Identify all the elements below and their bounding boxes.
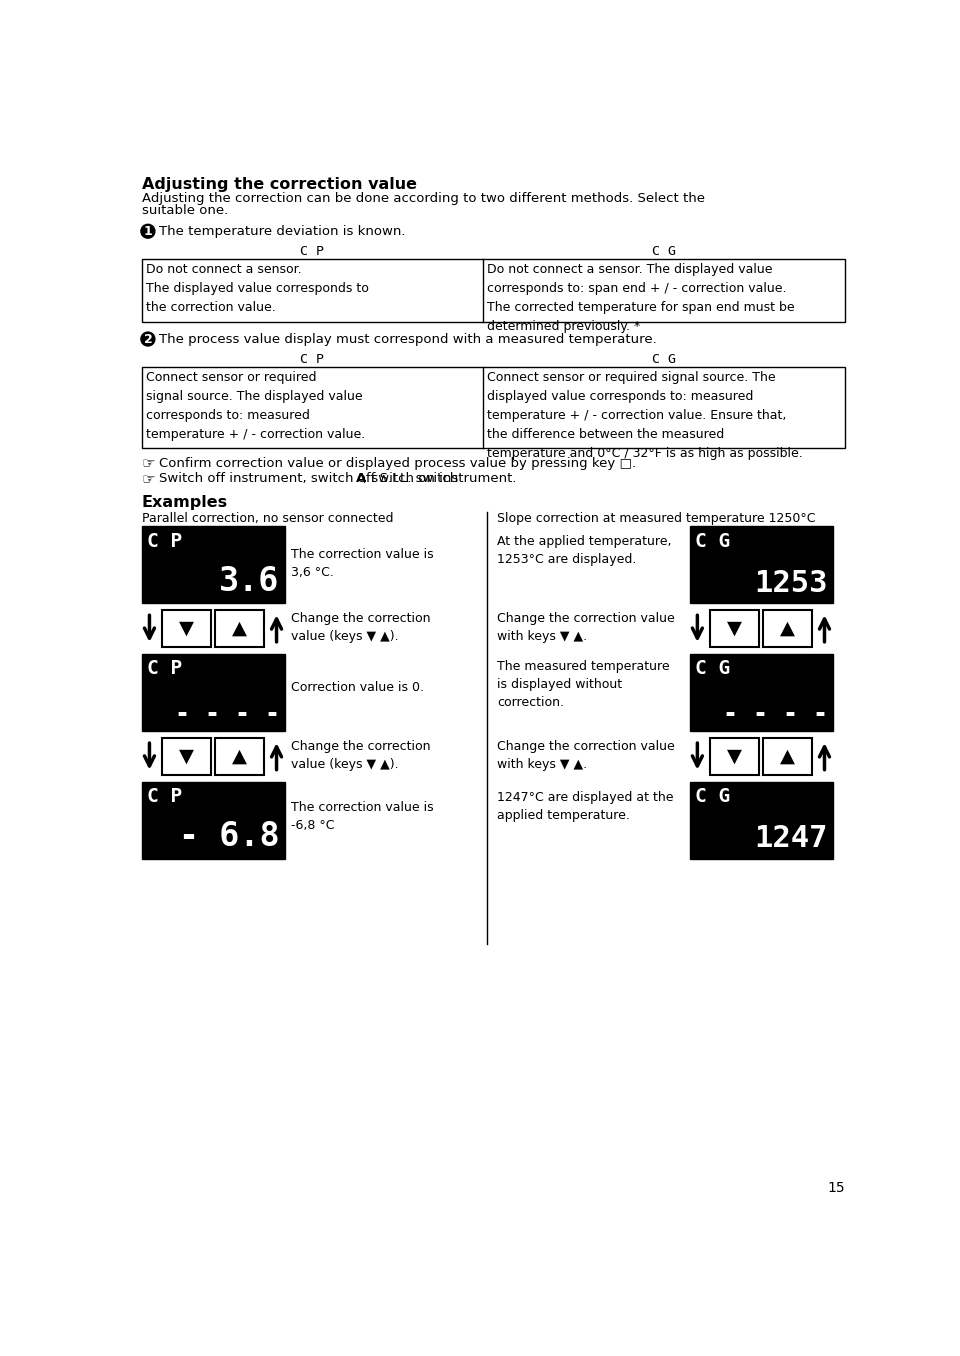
Bar xyxy=(215,610,264,647)
Text: Confirm correction value or displayed process value by pressing key □.: Confirm correction value or displayed pr… xyxy=(158,457,636,471)
Text: The temperature deviation is known.: The temperature deviation is known. xyxy=(158,225,405,239)
Text: The measured temperature
is displayed without
correction.: The measured temperature is displayed wi… xyxy=(497,660,670,709)
Text: Do not connect a sensor. The displayed value
corresponds to: span end + / - corr: Do not connect a sensor. The displayed v… xyxy=(488,263,795,332)
Bar xyxy=(709,610,758,647)
Text: 1247°C are displayed at the
applied temperature.: 1247°C are displayed at the applied temp… xyxy=(497,791,674,822)
Text: Adjusting the correction can be done according to two different methods. Select : Adjusting the correction can be done acc… xyxy=(142,193,705,205)
Bar xyxy=(142,366,845,447)
Text: Change the correction value
with keys ▼ ▲.: Change the correction value with keys ▼ … xyxy=(497,740,675,772)
Bar xyxy=(142,526,285,603)
Bar xyxy=(763,738,812,774)
Text: C P: C P xyxy=(147,659,182,678)
Text: C G: C G xyxy=(652,245,676,258)
Circle shape xyxy=(141,332,155,346)
Bar xyxy=(162,610,210,647)
Text: C P: C P xyxy=(147,788,182,807)
Text: 2: 2 xyxy=(144,332,153,346)
Text: Parallel correction, no sensor connected: Parallel correction, no sensor connected xyxy=(142,513,394,525)
Text: ☞: ☞ xyxy=(142,457,156,472)
Bar xyxy=(689,526,833,603)
Text: 1253: 1253 xyxy=(754,568,828,598)
Text: Connect sensor or required
signal source. The displayed value
corresponds to: me: Connect sensor or required signal source… xyxy=(146,370,365,441)
Text: 15: 15 xyxy=(827,1181,845,1195)
Text: ☞: ☞ xyxy=(142,472,156,487)
Text: Correction value is 0.: Correction value is 0. xyxy=(291,681,424,694)
Text: The correction value is
-6,8 °C: The correction value is -6,8 °C xyxy=(291,801,434,833)
Text: ▲: ▲ xyxy=(232,747,248,766)
Text: Change the correction
value (keys ▼ ▲).: Change the correction value (keys ▼ ▲). xyxy=(291,613,431,643)
Text: ▼: ▼ xyxy=(179,747,194,766)
Text: Change the correction value
with keys ▼ ▲.: Change the correction value with keys ▼ … xyxy=(497,613,675,643)
Text: ▲: ▲ xyxy=(780,620,795,639)
Bar xyxy=(689,782,833,858)
Text: Switch off instrument, switch off S.I.L. switch: Switch off instrument, switch off S.I.L.… xyxy=(158,472,463,485)
Bar xyxy=(142,654,285,731)
Text: - - - -: - - - - xyxy=(175,701,279,725)
Text: Examples: Examples xyxy=(142,495,228,510)
Bar xyxy=(162,738,210,774)
Text: , switch on instrument.: , switch on instrument. xyxy=(363,472,516,485)
Text: - - - -: - - - - xyxy=(723,701,828,725)
Bar xyxy=(763,610,812,647)
Text: 3.6: 3.6 xyxy=(219,564,279,598)
Text: C P: C P xyxy=(300,245,324,258)
Text: ▲: ▲ xyxy=(780,747,795,766)
Text: 1247: 1247 xyxy=(754,824,828,853)
Text: Slope correction at measured temperature 1250°C: Slope correction at measured temperature… xyxy=(497,513,816,525)
Text: Connect sensor or required signal source. The
displayed value corresponds to: me: Connect sensor or required signal source… xyxy=(488,370,804,460)
Text: ▲: ▲ xyxy=(232,620,248,639)
Text: The process value display must correspond with a measured temperature.: The process value display must correspon… xyxy=(158,332,657,346)
Bar xyxy=(215,738,264,774)
Text: Do not connect a sensor.
The displayed value corresponds to
the correction value: Do not connect a sensor. The displayed v… xyxy=(146,263,369,313)
Text: The correction value is
3,6 °C.: The correction value is 3,6 °C. xyxy=(291,548,434,579)
Text: suitable one.: suitable one. xyxy=(142,203,228,217)
Text: C P: C P xyxy=(147,532,182,551)
Bar xyxy=(142,259,845,323)
Text: - 6.8: - 6.8 xyxy=(179,820,279,853)
Text: Adjusting the correction value: Adjusting the correction value xyxy=(142,176,417,191)
Text: C G: C G xyxy=(652,353,676,366)
Text: A: A xyxy=(356,472,366,485)
Text: 1: 1 xyxy=(144,225,153,237)
Circle shape xyxy=(141,224,155,239)
Text: C G: C G xyxy=(695,532,731,551)
Text: At the applied temperature,
1253°C are displayed.: At the applied temperature, 1253°C are d… xyxy=(497,536,672,567)
Text: ▼: ▼ xyxy=(727,620,742,639)
Text: ▼: ▼ xyxy=(727,747,742,766)
Text: C G: C G xyxy=(695,788,731,807)
Text: Change the correction
value (keys ▼ ▲).: Change the correction value (keys ▼ ▲). xyxy=(291,740,431,772)
Text: C P: C P xyxy=(300,353,324,366)
Bar xyxy=(142,782,285,858)
Bar xyxy=(689,654,833,731)
Text: C G: C G xyxy=(695,659,731,678)
Text: ▼: ▼ xyxy=(179,620,194,639)
Bar xyxy=(709,738,758,774)
